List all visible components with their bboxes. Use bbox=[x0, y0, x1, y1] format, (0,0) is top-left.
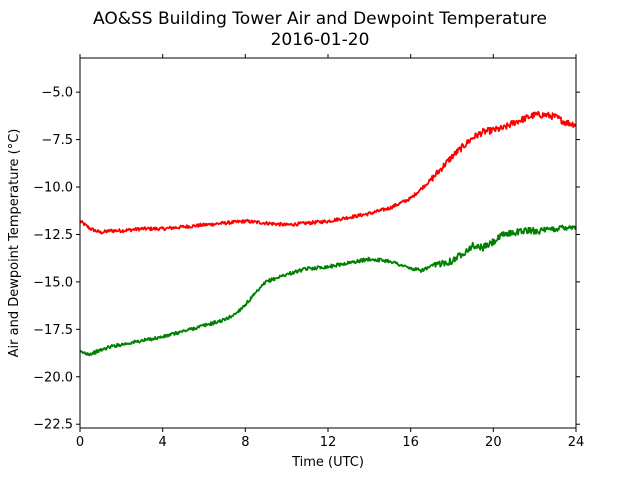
y-axis-label: Air and Dewpoint Temperature (°C) bbox=[7, 129, 22, 358]
y-tick-label: −12.5 bbox=[33, 228, 73, 243]
series-line-1 bbox=[79, 110, 577, 235]
series-layer bbox=[79, 110, 577, 357]
chart-subtitle: 2016-01-20 bbox=[271, 30, 370, 50]
plot-area-frame bbox=[79, 57, 577, 429]
x-tick-label: 8 bbox=[241, 435, 249, 450]
x-tick-label: 12 bbox=[320, 435, 337, 450]
x-axis-label: Time (UTC) bbox=[291, 455, 364, 470]
x-tick-label: 4 bbox=[159, 435, 167, 450]
chart-title: AO&SS Building Tower Air and Dewpoint Te… bbox=[93, 9, 547, 29]
x-tick-label: 16 bbox=[402, 435, 419, 450]
y-tick-label: −15.0 bbox=[33, 275, 73, 290]
y-tick-label: −22.5 bbox=[33, 418, 73, 433]
x-axis: 0 4 8 12 16 20 24 bbox=[76, 54, 584, 450]
series-line-2 bbox=[79, 224, 577, 357]
x-tick-label: 0 bbox=[76, 435, 84, 450]
y-tick-label: −5.0 bbox=[41, 86, 73, 101]
x-tick-label: 20 bbox=[485, 435, 502, 450]
y-tick-label: −20.0 bbox=[33, 370, 73, 385]
y-axis: −22.5 −20.0 −17.5 −15.0 −12.5 −10.0 −7.5 −5.0 bbox=[33, 86, 580, 433]
y-tick-label: −7.5 bbox=[41, 133, 73, 148]
y-tick-label: −17.5 bbox=[33, 323, 73, 338]
x-tick-label: 24 bbox=[568, 435, 585, 450]
y-tick-label: −10.0 bbox=[33, 181, 73, 196]
